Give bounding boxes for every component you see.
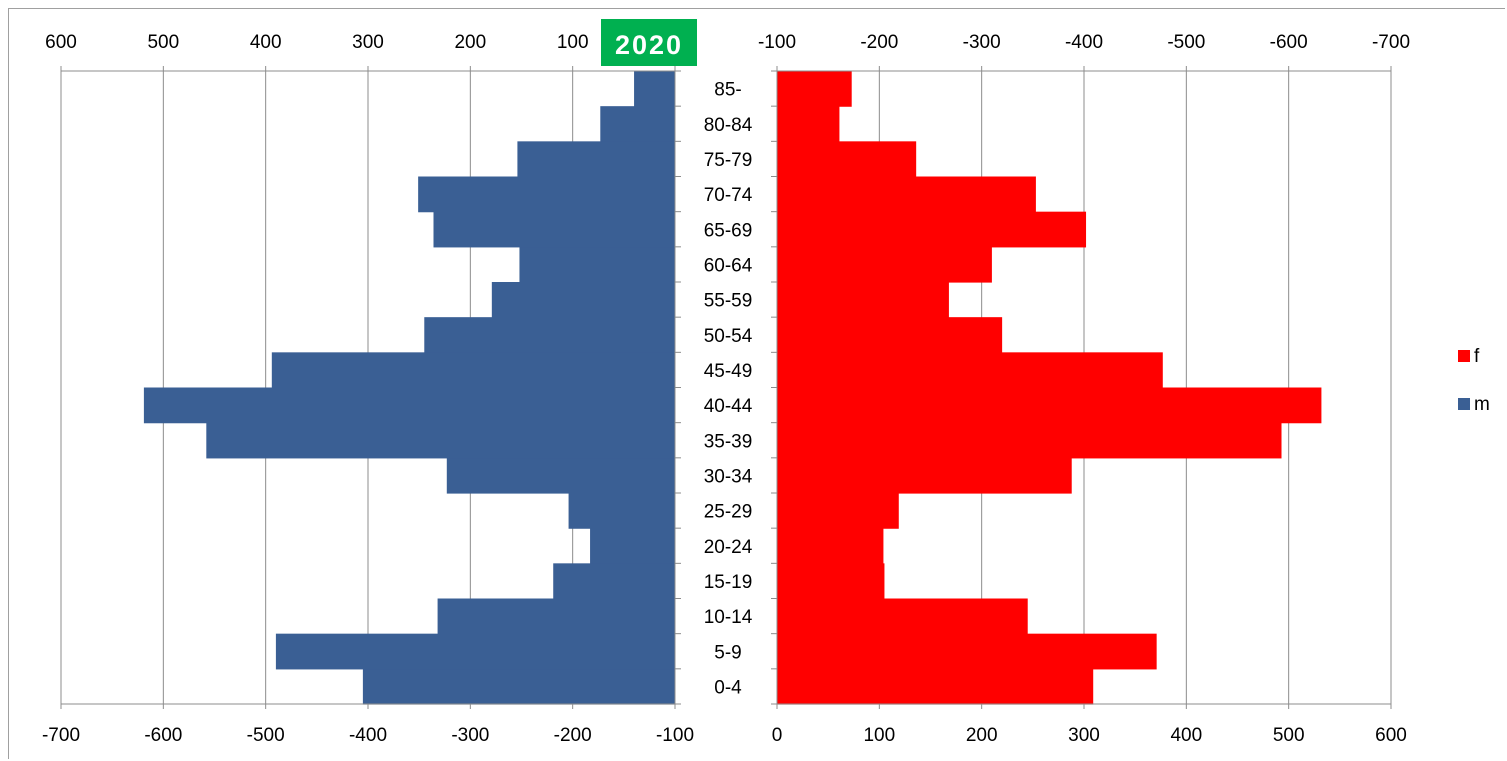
bar-m-85- xyxy=(634,71,675,107)
category-label: 30-34 xyxy=(704,466,753,487)
tick-label-top: -600 xyxy=(1270,32,1308,53)
tick-label-bottom: -200 xyxy=(554,725,592,746)
bar-m-55-59 xyxy=(491,282,675,318)
bar-m-25-29 xyxy=(568,493,675,529)
bar-f-70-74 xyxy=(777,176,1036,213)
tick-label-top: 400 xyxy=(250,32,282,53)
category-label: 60-64 xyxy=(704,255,753,276)
tick-label-top: 100 xyxy=(557,32,589,53)
category-label: 75-79 xyxy=(704,150,753,171)
bar-m-60-64 xyxy=(519,246,675,283)
bar-f-65-69 xyxy=(777,211,1087,248)
bar-m-80-84 xyxy=(600,106,675,142)
tick-label-bottom: 300 xyxy=(1068,725,1100,746)
bar-f-35-39 xyxy=(777,422,1282,459)
bar-m-70-74 xyxy=(418,176,675,213)
tick-label-bottom: -700 xyxy=(42,725,80,746)
tick-label-top: -500 xyxy=(1167,32,1205,53)
tick-label-bottom: 200 xyxy=(966,725,998,746)
tick-label-bottom: -400 xyxy=(349,725,387,746)
tick-label-bottom: -600 xyxy=(144,725,182,746)
tick-label-bottom: 500 xyxy=(1273,725,1305,746)
bar-f-30-34 xyxy=(777,457,1072,494)
category-label: 65-69 xyxy=(704,220,753,241)
category-labels: 0-4 5-9 10-14 15-19 20-24 25-29 30-34 35-39 40-4… xyxy=(704,80,753,699)
tick-label-bottom: 100 xyxy=(863,725,895,746)
tick-label-top: -100 xyxy=(758,32,796,53)
category-label: 40-44 xyxy=(704,396,753,417)
bar-f-80-84 xyxy=(777,106,840,142)
bar-m-15-19 xyxy=(553,563,675,600)
tick-label-bottom: -100 xyxy=(656,725,694,746)
category-label: 50-54 xyxy=(704,326,753,347)
bar-m-65-69 xyxy=(433,211,675,248)
bar-m-20-24 xyxy=(590,528,675,564)
legend-swatch-m xyxy=(1458,398,1470,410)
bar-f-0-4 xyxy=(777,668,1094,705)
tick-label-top: -300 xyxy=(963,32,1001,53)
bar-f-55-59 xyxy=(777,282,949,318)
bar-f-20-24 xyxy=(777,528,884,564)
bar-m-0-4 xyxy=(362,668,675,705)
category-label: 45-49 xyxy=(704,361,753,382)
title-badge: 2020 xyxy=(601,19,697,66)
tick-label-top: -400 xyxy=(1065,32,1103,53)
tick-label-top: -700 xyxy=(1372,32,1410,53)
bar-f-85- xyxy=(777,71,852,107)
bar-f-5-9 xyxy=(777,633,1157,670)
tick-label-top: 500 xyxy=(147,32,179,53)
title-background xyxy=(601,19,697,66)
bar-m-50-54 xyxy=(424,317,675,353)
legend-swatch-f xyxy=(1458,350,1470,362)
axis-lines xyxy=(60,66,1392,709)
category-label: 35-39 xyxy=(704,431,753,452)
tick-label-top: 300 xyxy=(352,32,384,53)
legend-label-f: f xyxy=(1474,346,1480,367)
bar-f-10-14 xyxy=(777,598,1028,635)
chart-frame xyxy=(8,8,1505,759)
tick-label-top: -200 xyxy=(860,32,898,53)
bar-f-60-64 xyxy=(777,246,992,283)
category-label: 70-74 xyxy=(704,185,753,206)
bar-f-25-29 xyxy=(777,493,899,529)
tick-label-bottom: 600 xyxy=(1375,725,1407,746)
category-label: 80-84 xyxy=(704,115,753,136)
tick-label-bottom: -500 xyxy=(247,725,285,746)
category-label: 55-59 xyxy=(704,291,753,312)
bar-f-40-44 xyxy=(777,387,1322,424)
chart-title: 2020 xyxy=(615,30,683,60)
bar-m-45-49 xyxy=(271,352,675,389)
bar-m-30-34 xyxy=(446,457,675,494)
category-label: 5-9 xyxy=(714,642,741,663)
tick-label-top: 200 xyxy=(454,32,486,53)
bar-m-35-39 xyxy=(206,422,675,459)
legend-label-m: m xyxy=(1474,394,1490,415)
bar-f-15-19 xyxy=(777,563,885,600)
bar-m-75-79 xyxy=(517,141,675,178)
category-label: 0-4 xyxy=(714,677,742,698)
category-label: 20-24 xyxy=(704,537,753,558)
bar-f-50-54 xyxy=(777,317,1003,353)
bar-f-75-79 xyxy=(777,141,917,178)
tick-label-bottom: 0 xyxy=(772,725,783,746)
category-label: 10-14 xyxy=(704,607,753,628)
category-label: 15-19 xyxy=(704,572,753,593)
tick-label-bottom: 400 xyxy=(1170,725,1202,746)
bar-m-10-14 xyxy=(437,598,675,635)
category-label: 25-29 xyxy=(704,502,753,523)
bar-m-40-44 xyxy=(143,387,675,424)
bar-m-5-9 xyxy=(275,633,675,670)
tick-label-bottom: -300 xyxy=(451,725,489,746)
bars xyxy=(143,71,1322,705)
bar-f-45-49 xyxy=(777,352,1163,389)
tick-labels: -700 -600 -500 -400 -300 -200 -100 0 100 200 300 40… xyxy=(42,32,1410,746)
category-label: 85- xyxy=(714,80,741,101)
tick-label-top: 600 xyxy=(45,32,77,53)
legend: fm xyxy=(1458,346,1490,415)
